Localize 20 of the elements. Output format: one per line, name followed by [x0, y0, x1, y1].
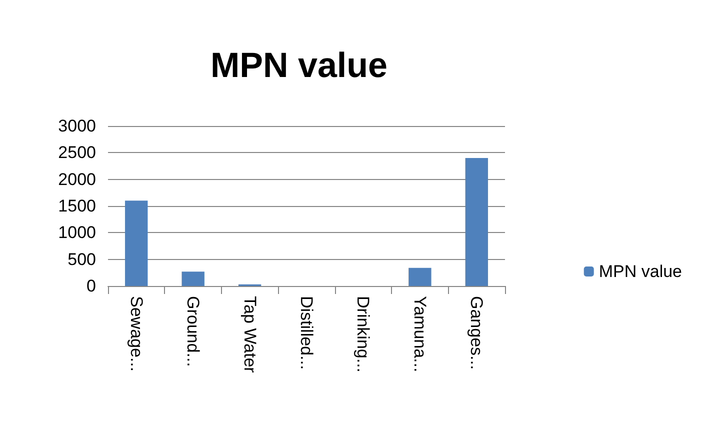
bar — [125, 200, 148, 286]
x-tick-label: Distilled... — [297, 296, 316, 370]
x-tick-label: Sewage... — [126, 296, 146, 372]
y-tick-label: 1500 — [58, 196, 96, 216]
y-tick-label: 2500 — [58, 143, 96, 162]
y-tick-label: 500 — [68, 250, 96, 269]
x-tick-label: Yamuna... — [410, 296, 430, 372]
x-tick-label: Tap Water — [240, 296, 260, 374]
legend-label: MPN value — [598, 262, 682, 281]
bar — [465, 158, 488, 286]
bar — [408, 268, 432, 286]
chart-title: MPN value — [210, 46, 388, 85]
y-tick-label: 0 — [86, 276, 96, 296]
y-tick-label: 1000 — [58, 223, 96, 242]
y-tick-label: 2000 — [58, 170, 96, 189]
y-tick-label: 3000 — [58, 116, 96, 136]
x-tick-label: Ganges... — [467, 296, 486, 370]
bar — [182, 272, 204, 286]
x-tick-label: Ground... — [184, 296, 203, 367]
x-tick-label: Drinking... — [354, 296, 373, 373]
